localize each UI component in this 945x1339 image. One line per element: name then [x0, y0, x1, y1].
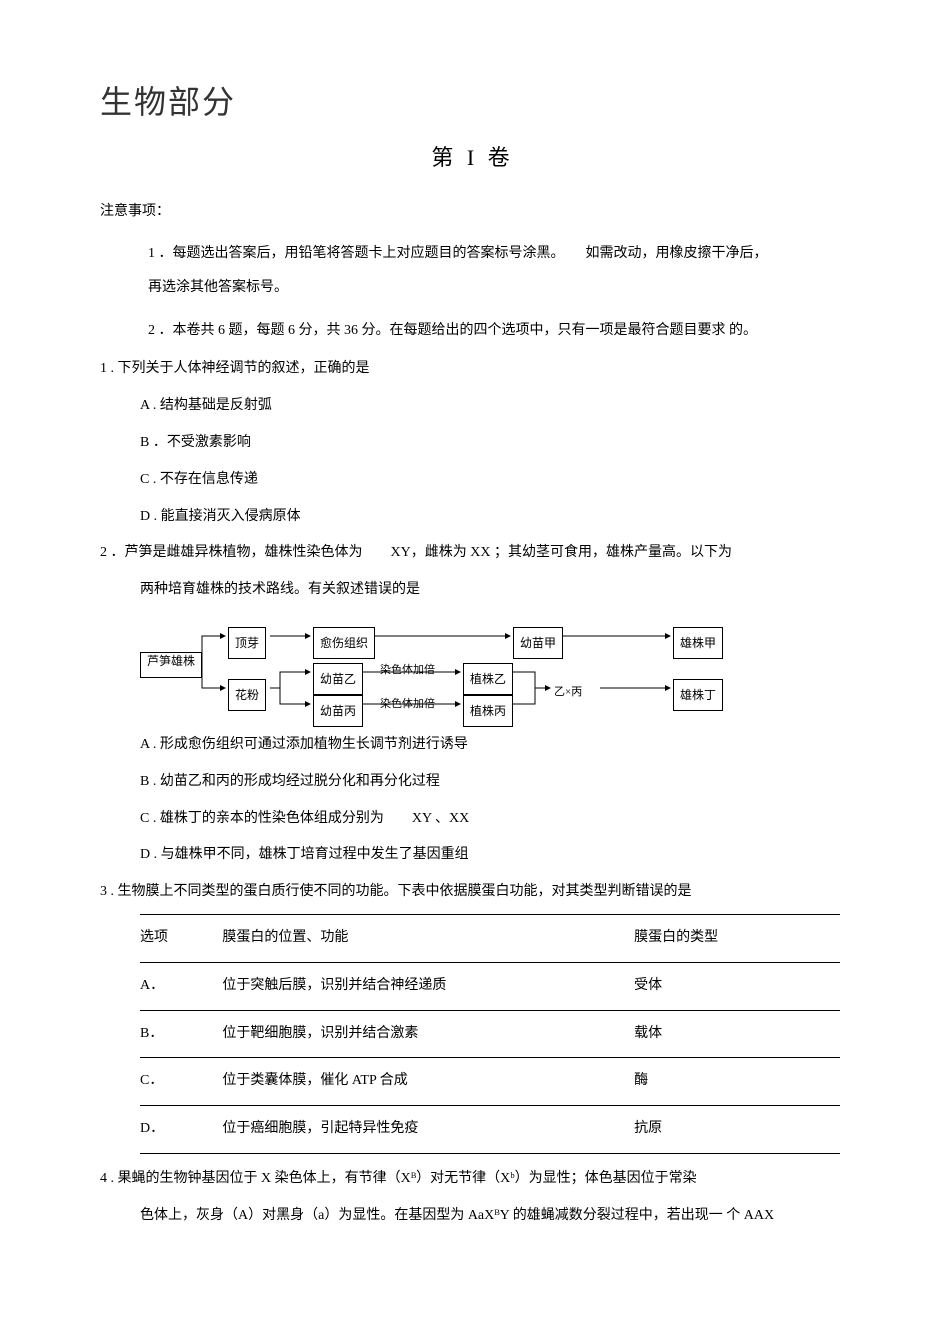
- label-double-1: 染色体加倍: [380, 658, 435, 682]
- cell-type: 酶: [634, 1058, 840, 1106]
- node-seedling-jia: 幼苗甲: [513, 627, 563, 659]
- node-seedling-bing: 幼苗丙: [313, 695, 363, 727]
- q1-stem: 1 . 下列关于人体神经调节的叙述，正确的是: [100, 354, 845, 385]
- node-seedling-yi: 幼苗乙: [313, 663, 363, 695]
- q3-stem: 3 . 生物膜上不同类型的蛋白质行使不同的功能。下表中依据膜蛋白功能，对其类型判…: [100, 877, 845, 908]
- cell-type: 载体: [634, 1010, 840, 1058]
- cell-func: 位于癌细胞膜，引起特异性免疫: [222, 1106, 634, 1154]
- q2-option-a: A . 形成愈伤组织可通过添加植物生长调节剂进行诱导: [140, 730, 845, 761]
- flowchart-diagram: 芦笋雄株 顶芽 愈伤组织 幼苗甲 雄株甲 花粉 幼苗乙 幼苗丙 植株乙 植株丙 …: [140, 616, 780, 716]
- notes-label: 注意事项：: [100, 202, 845, 222]
- table-row: B． 位于靶细胞膜，识别并结合激素 载体: [140, 1010, 840, 1058]
- note-1-line-2: 再选涂其他答案标号。: [148, 278, 845, 298]
- cell-opt: C．: [140, 1058, 222, 1106]
- table-row: A． 位于突触后膜，识别并结合神经递质 受体: [140, 962, 840, 1010]
- cell-func: 位于突触后膜，识别并结合神经递质: [222, 962, 634, 1010]
- cell-opt: B．: [140, 1010, 222, 1058]
- th-option: 选项: [140, 914, 222, 962]
- q1-option-b: B ．不受激素影响: [140, 428, 845, 459]
- q1-option-c: C . 不存在信息传递: [140, 465, 845, 496]
- node-callus: 愈伤组织: [313, 627, 375, 659]
- label-double-2: 染色体加倍: [380, 692, 435, 716]
- node-male-ding: 雄株丁: [673, 679, 723, 711]
- node-plant-bing: 植株丙: [463, 695, 513, 727]
- main-title: 生物部分: [100, 80, 845, 125]
- q3-table: 选项 膜蛋白的位置、功能 膜蛋白的类型 A． 位于突触后膜，识别并结合神经递质 …: [140, 914, 840, 1154]
- q2-option-c: C . 雄株丁的亲本的性染色体组成分别为 XY 、XX: [140, 804, 845, 835]
- node-male-jia: 雄株甲: [673, 627, 723, 659]
- cell-func: 位于靶细胞膜，识别并结合激素: [222, 1010, 634, 1058]
- cell-type: 受体: [634, 962, 840, 1010]
- cell-opt: D．: [140, 1106, 222, 1154]
- q2-stem: 2 ．芦笋是雌雄异株植物，雄株性染色体为 XY，雌株为 XX ；其幼茎可食用，雄…: [100, 538, 845, 569]
- node-cross: 乙×丙: [554, 680, 582, 704]
- cell-type: 抗原: [634, 1106, 840, 1154]
- q2-option-d: D . 与雄株甲不同，雄株丁培育过程中发生了基因重组: [140, 840, 845, 871]
- table-row: D． 位于癌细胞膜，引起特异性免疫 抗原: [140, 1106, 840, 1154]
- q4-stem: 4 . 果蝇的生物钟基因位于 X 染色体上，有节律（Xᴮ）对无节律（Xᵇ）为显性…: [100, 1164, 845, 1195]
- cell-opt: A．: [140, 962, 222, 1010]
- node-pollen: 花粉: [228, 679, 266, 711]
- node-start: 芦笋雄株: [140, 652, 202, 678]
- table-row: C． 位于类囊体膜，催化 ATP 合成 酶: [140, 1058, 840, 1106]
- table-header-row: 选项 膜蛋白的位置、功能 膜蛋白的类型: [140, 914, 840, 962]
- q2-option-b: B . 幼苗乙和丙的形成均经过脱分化和再分化过程: [140, 767, 845, 798]
- note-2: 2 ．本卷共 6 题，每题 6 分，共 36 分。在每题给出的四个选项中，只有一…: [148, 316, 845, 347]
- note-1-line-1: 1 ．每题选出答案后，用铅笔将答题卡上对应题目的答案标号涂黑。 如需改动，用橡皮…: [148, 239, 845, 270]
- q1-option-a: A . 结构基础是反射弧: [140, 391, 845, 422]
- th-type: 膜蛋白的类型: [634, 914, 840, 962]
- volume-title: 第 I 卷: [100, 143, 845, 174]
- q1-option-d: D . 能直接消灭入侵病原体: [140, 502, 845, 533]
- node-plant-yi: 植株乙: [463, 663, 513, 695]
- q2-stem-2: 两种培育雄株的技术路线。有关叙述错误的是: [140, 575, 845, 606]
- q4-stem-2: 色体上，灰身（A）对黑身（a）为显性。在基因型为 AaXᴮY 的雄蝇减数分裂过程…: [140, 1201, 845, 1232]
- th-function: 膜蛋白的位置、功能: [222, 914, 634, 962]
- cell-func: 位于类囊体膜，催化 ATP 合成: [222, 1058, 634, 1106]
- node-top-bud: 顶芽: [228, 627, 266, 659]
